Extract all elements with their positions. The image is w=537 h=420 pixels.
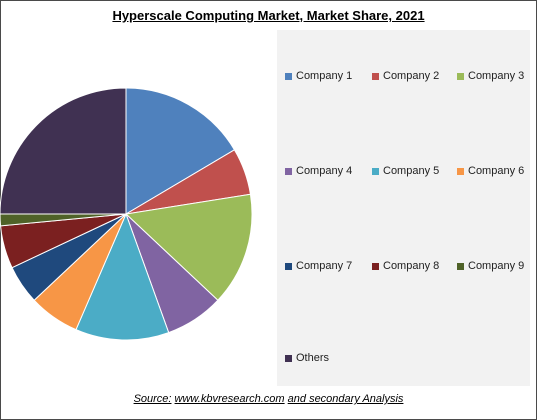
legend-swatch <box>457 72 464 80</box>
legend-label: Company 3 <box>468 70 525 82</box>
legend-label: Others <box>296 352 330 364</box>
legend-label: Company 8 <box>383 260 440 272</box>
legend-item-company-9: Company 9 <box>457 260 524 272</box>
legend-item-company-1: Company 1 <box>285 70 352 82</box>
source-site[interactable]: www.kbvresearch.com <box>174 393 285 405</box>
legend-swatch <box>457 167 464 175</box>
pie-slice-company-5 <box>75 212 170 341</box>
legend-item-company-2: Company 2 <box>372 70 439 82</box>
legend-swatch <box>285 262 292 270</box>
legend-label: Company 6 <box>468 165 525 177</box>
legend-swatch <box>285 72 292 80</box>
legend-item-company-5: Company 5 <box>372 165 439 177</box>
legend-label: Company 2 <box>383 70 440 82</box>
legend-swatch <box>285 167 292 175</box>
legend-item-company-3: Company 3 <box>457 70 524 82</box>
legend-label: Company 1 <box>296 70 353 82</box>
legend: Company 1 Company 2 Company 3 Company 4 Comp… <box>277 30 530 386</box>
legend-swatch <box>285 354 292 362</box>
legend-swatch <box>372 262 379 270</box>
source-suffix: and secondary Analysis <box>287 393 404 405</box>
pie-slice-others <box>0 87 127 215</box>
legend-swatch <box>372 167 379 175</box>
legend-item-company-4: Company 4 <box>285 165 352 177</box>
pie-slice-company-3 <box>124 193 253 301</box>
legend-swatch <box>457 262 464 270</box>
legend-label: Company 7 <box>296 260 353 272</box>
source-prefix: Source: <box>133 393 172 405</box>
legend-item-company-7: Company 7 <box>285 260 352 272</box>
chart-title: Hyperscale Computing Market, Market Shar… <box>112 8 425 23</box>
pie-slice-company-1 <box>125 87 236 215</box>
legend-item-others: Others <box>285 352 329 364</box>
legend-swatch <box>372 72 379 80</box>
legend-item-company-6: Company 6 <box>457 165 524 177</box>
legend-label: Company 4 <box>296 165 353 177</box>
source-note: Source: www.kbvresearch.com and secondar… <box>0 393 537 405</box>
legend-label: Company 5 <box>383 165 440 177</box>
legend-item-company-8: Company 8 <box>372 260 439 272</box>
legend-label: Company 9 <box>468 260 525 272</box>
